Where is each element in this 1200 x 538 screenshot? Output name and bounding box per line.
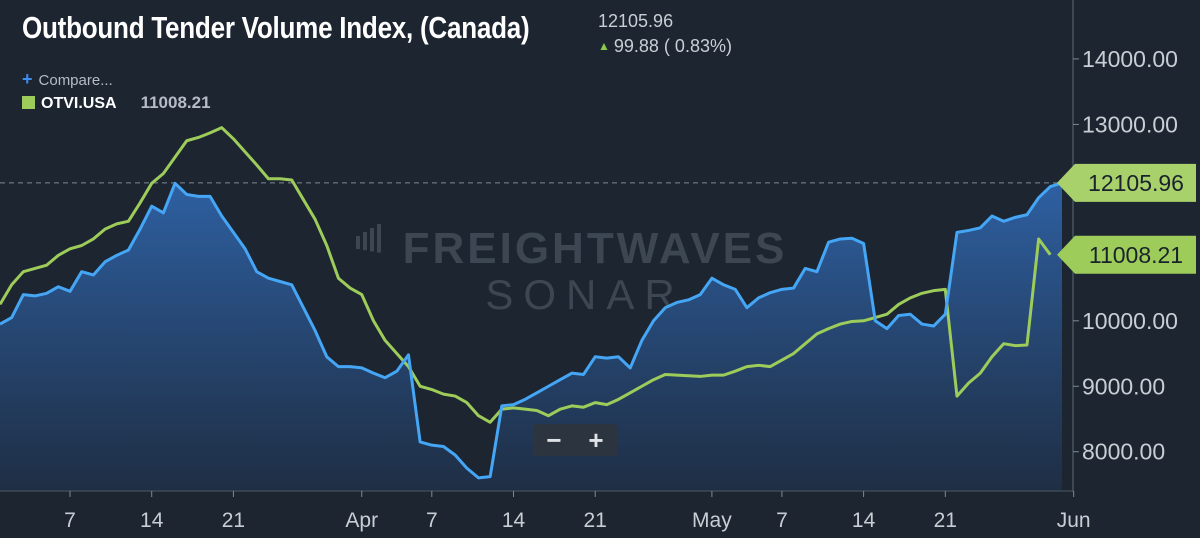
zoom-in-button[interactable]: + xyxy=(588,425,604,455)
x-tick-label: 21 xyxy=(584,509,607,532)
badge-canada-shape xyxy=(1057,163,1196,202)
badge-usa: 11008.21 xyxy=(1057,235,1196,274)
up-arrow-icon: ▲ xyxy=(598,39,610,53)
x-tick-label: Jun xyxy=(1057,509,1091,532)
watermark-logo-icon xyxy=(356,224,381,253)
legend-name: OTVI.USA xyxy=(41,95,117,112)
x-tick-label: 21 xyxy=(934,509,957,532)
compare-label: Compare... xyxy=(38,72,113,89)
watermark-bar xyxy=(356,236,360,249)
x-tick-label: 14 xyxy=(140,509,164,532)
x-tick-label: Apr xyxy=(345,509,378,532)
watermark-bar xyxy=(370,228,374,252)
y-tick-label: 10000.00 xyxy=(1082,308,1178,334)
x-tick-label: 14 xyxy=(502,509,526,532)
watermark-sonar: SONAR xyxy=(485,271,684,318)
zoom-out-button[interactable]: − xyxy=(546,425,562,455)
badge-usa-shape xyxy=(1057,235,1196,274)
y-tick-label: 8000.00 xyxy=(1082,439,1165,465)
x-tick-label: 7 xyxy=(426,509,438,532)
x-tick-label: May xyxy=(692,509,732,532)
x-tick-label: 21 xyxy=(222,509,245,532)
chart-title: Outbound Tender Volume Index, (Canada) xyxy=(22,10,530,45)
x-tick-label: 7 xyxy=(776,509,788,532)
price-change: ▲ 99.88 ( 0.83%) xyxy=(598,36,732,57)
y-tick-label: 9000.00 xyxy=(1082,373,1165,399)
x-tick-label: 14 xyxy=(852,509,876,532)
legend-value: 11008.21 xyxy=(140,93,211,112)
compare-button[interactable]: + Compare... xyxy=(22,69,113,90)
current-price: 12105.96 xyxy=(598,11,674,31)
canada-area xyxy=(0,182,1062,491)
watermark-bar xyxy=(363,232,367,251)
series-line-canada xyxy=(0,181,1063,480)
badge-usa-label: 11008.21 xyxy=(1089,242,1183,268)
zoom-controls: − + xyxy=(533,424,617,456)
watermark-freightwaves: FREIGHTWAVES xyxy=(403,224,788,273)
legend-swatch-usa xyxy=(22,96,35,109)
plus-icon: + xyxy=(22,69,33,89)
badge-canada-label: 12105.96 xyxy=(1088,170,1184,196)
y-tick-label: 14000.00 xyxy=(1082,46,1178,72)
badge-canada: 12105.96 xyxy=(1057,163,1196,202)
y-tick-label: 13000.00 xyxy=(1082,111,1178,137)
price-change-value: 99.88 ( 0.83%) xyxy=(613,36,732,56)
watermark-bar xyxy=(377,224,381,253)
legend-item-usa[interactable]: OTVI.USA 11008.21 xyxy=(22,93,211,113)
x-tick-label: 7 xyxy=(64,509,76,532)
